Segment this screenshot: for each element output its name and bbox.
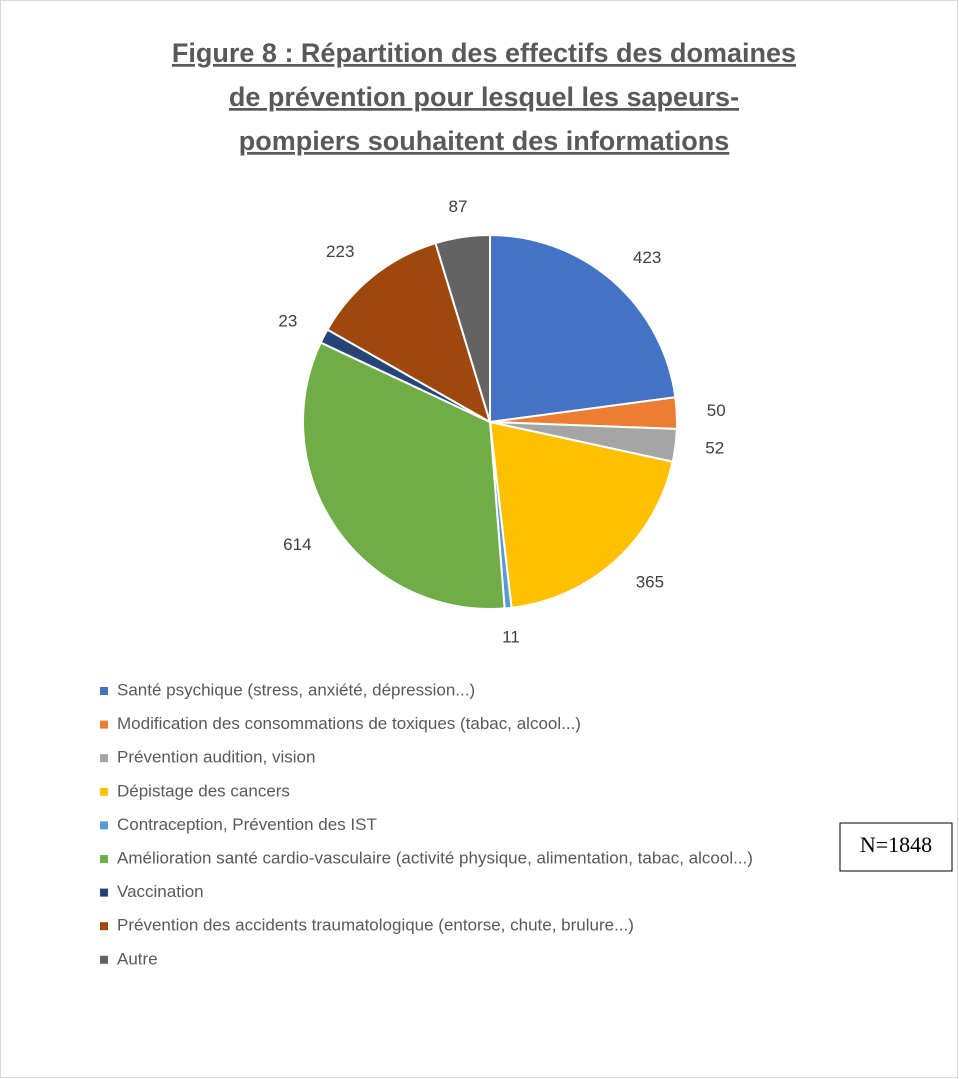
legend-label: Dépistage des cancers	[117, 781, 290, 800]
data-label: 87	[449, 197, 468, 216]
legend-label: Modification des consommations de toxiqu…	[117, 714, 581, 733]
legend-swatch	[100, 888, 108, 897]
data-label: 52	[705, 439, 724, 458]
data-label: 23	[278, 312, 297, 331]
legend-label: Santé psychique (stress, anxiété, dépres…	[117, 680, 475, 699]
legend-label: Contraception, Prévention des IST	[117, 815, 377, 834]
annotation: N=1848	[860, 832, 932, 857]
pie-slice	[434, 233, 491, 423]
legend-swatch	[100, 787, 108, 796]
data-label: 614	[283, 535, 311, 554]
pie-slice	[488, 420, 674, 609]
data-label: 223	[326, 242, 354, 261]
legend-swatch	[100, 687, 108, 695]
chart-title: pompiers souhaitent des informations	[239, 126, 730, 156]
legend-label: Prévention des accidents traumatologique…	[117, 916, 634, 935]
data-label: 365	[636, 572, 664, 591]
legend-label: Amélioration santé cardio-vasculaire (ac…	[117, 848, 753, 867]
annotation-box	[839, 822, 953, 872]
legend-swatch	[100, 754, 108, 763]
chart-title: Figure 8 : Répartition des effectifs des…	[172, 38, 796, 68]
pie-slice	[326, 241, 492, 425]
legend-label: Autre	[117, 949, 158, 968]
legend-swatch	[100, 855, 108, 863]
data-label: 11	[502, 627, 520, 646]
legend-label: Vaccination	[117, 882, 204, 901]
legend-swatch	[100, 720, 108, 729]
data-label: 423	[633, 248, 661, 267]
data-label: 50	[707, 401, 726, 420]
legend-label: Prévention audition, vision	[117, 748, 315, 767]
legend-swatch	[100, 955, 108, 964]
legend-swatch	[100, 821, 108, 830]
chart-title: de prévention pour lesquel les sapeurs-	[229, 82, 739, 112]
pie-slice	[302, 341, 506, 610]
legend-swatch	[100, 922, 108, 931]
pie-slice	[489, 233, 677, 424]
